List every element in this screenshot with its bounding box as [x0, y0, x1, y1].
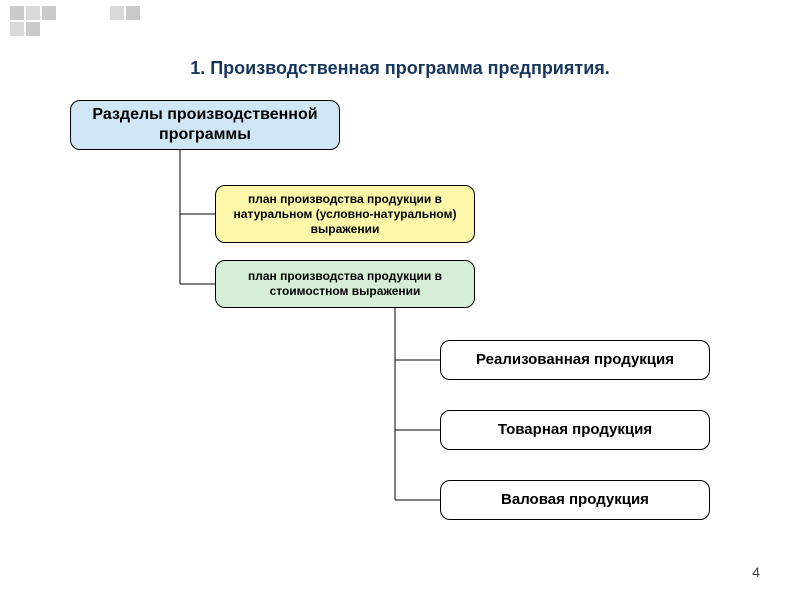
node-leaf3-label: Валовая продукция [501, 491, 649, 510]
node-leaf1: Реализованная продукция [440, 340, 710, 380]
node-plan1: план производства продукции в натурально… [215, 185, 475, 243]
node-leaf1-label: Реализованная продукция [476, 351, 674, 370]
node-plan1-label: план производства продукции в натурально… [222, 192, 468, 237]
node-plan2-label: план производства продукции в стоимостно… [222, 269, 468, 299]
node-plan2: план производства продукции в стоимостно… [215, 260, 475, 308]
slide-title: 1. Производственная программа предприяти… [0, 58, 800, 79]
node-leaf3: Валовая продукция [440, 480, 710, 520]
deco-square [26, 22, 40, 36]
node-root: Разделы производственной программы [70, 100, 340, 150]
node-root-label: Разделы производственной программы [77, 105, 333, 145]
deco-square [10, 22, 24, 36]
deco-square [26, 6, 40, 20]
page-number: 4 [752, 564, 760, 580]
deco-square [126, 6, 140, 20]
deco-square [110, 6, 124, 20]
deco-square [10, 6, 24, 20]
node-leaf2-label: Товарная продукция [498, 421, 652, 440]
node-leaf2: Товарная продукция [440, 410, 710, 450]
deco-square [42, 6, 56, 20]
